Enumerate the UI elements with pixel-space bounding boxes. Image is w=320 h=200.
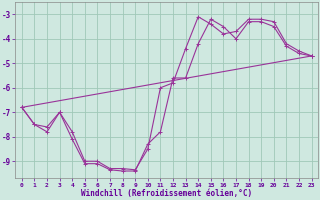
X-axis label: Windchill (Refroidissement éolien,°C): Windchill (Refroidissement éolien,°C): [81, 189, 252, 198]
